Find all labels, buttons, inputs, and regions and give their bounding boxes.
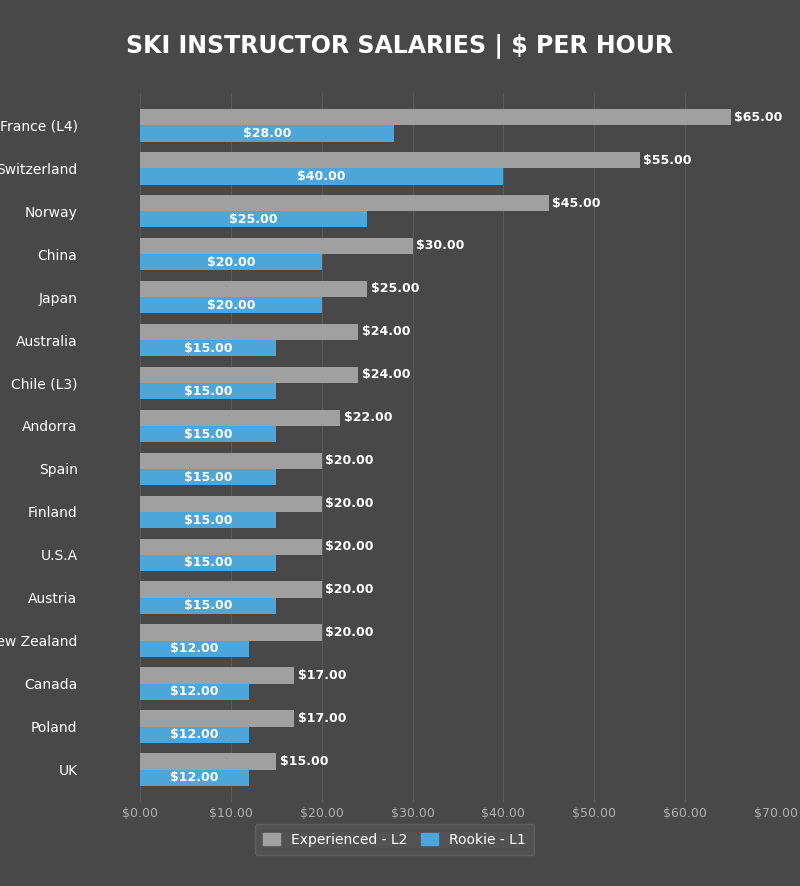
Bar (140, 125, 394, 142)
Bar (140, 426, 276, 442)
Bar (140, 281, 367, 297)
Text: $15.00: $15.00 (280, 755, 329, 768)
Bar (140, 753, 276, 770)
Text: $12.00: $12.00 (170, 772, 218, 784)
Bar (140, 254, 322, 270)
Legend: Experienced - L2, Rookie - L1: Experienced - L2, Rookie - L1 (254, 825, 534, 855)
Text: $12.00: $12.00 (170, 686, 218, 698)
Bar (140, 625, 322, 641)
Text: $15.00: $15.00 (184, 514, 232, 526)
Text: $25.00: $25.00 (230, 213, 278, 226)
Text: $15.00: $15.00 (184, 428, 232, 440)
Bar (140, 195, 549, 211)
Bar (140, 211, 367, 228)
Text: $24.00: $24.00 (362, 325, 410, 338)
Bar (140, 711, 294, 727)
Text: $15.00: $15.00 (184, 470, 232, 484)
Text: $17.00: $17.00 (298, 669, 346, 682)
Text: $24.00: $24.00 (362, 369, 410, 381)
Text: $15.00: $15.00 (184, 342, 232, 354)
Text: $55.00: $55.00 (643, 153, 692, 167)
Text: $15.00: $15.00 (184, 385, 232, 398)
Bar (140, 539, 322, 555)
Bar (140, 469, 276, 486)
Bar (140, 555, 276, 571)
Bar (140, 495, 322, 512)
Bar (140, 237, 413, 254)
Text: $30.00: $30.00 (416, 239, 465, 253)
Text: SKI INSTRUCTOR SALARIES | $ PER HOUR: SKI INSTRUCTOR SALARIES | $ PER HOUR (126, 34, 674, 59)
Bar (140, 770, 249, 786)
Bar (140, 581, 322, 598)
Text: $17.00: $17.00 (298, 712, 346, 725)
Bar (140, 152, 640, 168)
Text: $45.00: $45.00 (553, 197, 601, 209)
Text: $22.00: $22.00 (343, 411, 392, 424)
Text: $20.00: $20.00 (326, 497, 374, 510)
Text: $25.00: $25.00 (370, 283, 419, 295)
Bar (140, 409, 340, 426)
Text: $20.00: $20.00 (326, 583, 374, 596)
Bar (140, 684, 249, 700)
Text: $12.00: $12.00 (170, 728, 218, 742)
Bar (140, 598, 276, 614)
Bar (140, 168, 503, 184)
Text: $40.00: $40.00 (298, 170, 346, 183)
Bar (140, 340, 276, 356)
Bar (140, 512, 276, 528)
Text: $20.00: $20.00 (206, 256, 255, 268)
Text: $12.00: $12.00 (170, 642, 218, 656)
Text: $28.00: $28.00 (243, 127, 291, 140)
Text: $15.00: $15.00 (184, 600, 232, 612)
Bar (140, 297, 322, 314)
Bar (140, 667, 294, 684)
Text: $20.00: $20.00 (326, 540, 374, 553)
Text: $15.00: $15.00 (184, 556, 232, 570)
Bar (140, 367, 358, 383)
Bar (140, 383, 276, 400)
Bar (140, 453, 322, 469)
Text: $65.00: $65.00 (734, 111, 782, 123)
Text: $20.00: $20.00 (326, 455, 374, 467)
Bar (140, 109, 730, 125)
Text: $20.00: $20.00 (326, 626, 374, 639)
Bar (140, 323, 358, 340)
Text: $20.00: $20.00 (206, 299, 255, 312)
Bar (140, 641, 249, 657)
Bar (140, 727, 249, 743)
